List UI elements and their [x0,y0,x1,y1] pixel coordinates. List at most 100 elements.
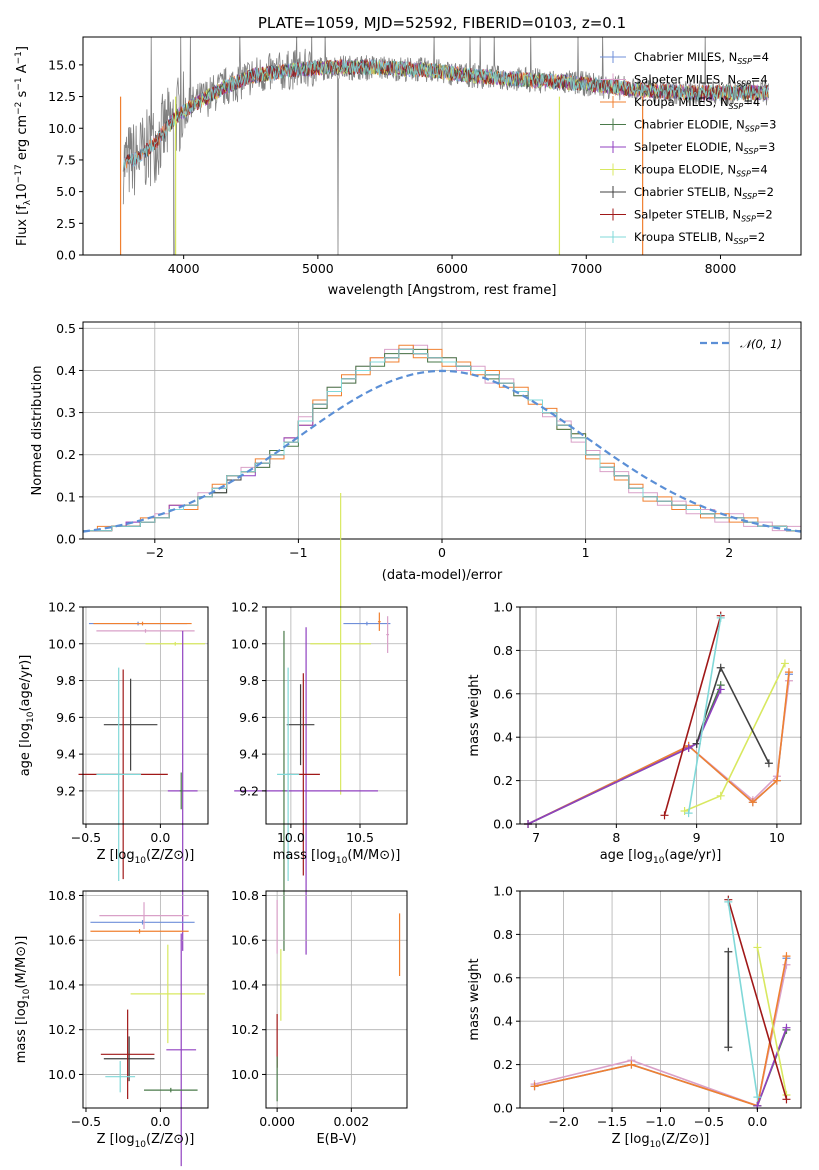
y-tick-label: 7.5 [56,152,76,167]
legend-entry: Salpeter ELODIE, NSSP=3 [634,140,775,156]
x-tick-label: −1.0 [645,1114,675,1129]
label-part: −1 [14,77,24,90]
legend-entry: 𝒩(0, 1) [740,337,782,351]
weight-series-line [687,617,722,814]
x-tick-label: 10.0 [277,830,305,845]
weight-series-line [527,689,722,825]
weight-marker [716,791,725,800]
label-part: mass [log [14,1000,29,1063]
y-tick-label: 9.2 [239,783,259,798]
weight-marker [764,759,773,768]
legend-text-part: Salpeter MILES, N [634,73,736,87]
y-axis-label: mass weight [467,674,482,756]
legend-text-part: =3 [758,140,775,154]
label-part: 10 [650,1140,662,1150]
y-tick-label: 10.4 [231,977,259,992]
x-tick-label: 10 [769,830,785,845]
y-tick-label: 10.2 [231,600,259,615]
label-part: (Z/Z⊙)] [146,848,194,863]
label-part: 10 [336,856,348,866]
y-tick-label: 12.5 [48,89,76,104]
y-tick-label: 10.6 [48,933,76,948]
legend-text-part: =4 [743,95,760,109]
y-tick-label: 0.0 [56,248,76,263]
x-tick-label: 7000 [570,261,602,276]
y-tick-label: 10.0 [231,1067,259,1082]
weight-marker [716,663,725,672]
weight-marker [684,744,693,753]
y-tick-label: 9.8 [239,673,259,688]
legend-text-part: SSP [741,215,756,224]
legend-text-part: =3 [760,118,777,132]
label-part: (age/yr)] [18,655,33,712]
label-part: age [log [18,723,33,776]
residuals-panel: −2 −1 0 1 2 0.0 0.1 0.2 0.3 0.4 0.5 (data-model)/er… [30,321,802,583]
label-part: age [log [600,848,653,863]
y-axis-label: Normed distribution [30,366,45,496]
legend-entry: Chabrier STELIB, NSSP=2 [634,185,774,201]
weight-marker [782,960,791,969]
x-tick-label: 7 [532,830,540,845]
y-tick-label: 0.8 [493,927,513,942]
label-part: 10 [653,856,665,866]
weight-marker [627,1060,636,1069]
x-axis-label: wavelength [Angstrom, rest frame] [328,283,557,298]
legend-text-part: Chabrier MILES, N [634,50,737,64]
legend-text-part: =4 [752,50,769,64]
x-tick-label: −1.5 [597,1114,627,1129]
y-tick-label: 10.4 [48,977,76,992]
legend-text-part: Salpeter ELODIE, N [634,140,744,154]
y-tick-label: 9.6 [56,710,76,725]
y-tick-label: 0.3 [56,405,76,420]
x-tick-label: 10.5 [346,830,374,845]
x-tick-label: 5000 [302,261,334,276]
x-tick-label: −2.0 [548,1114,578,1129]
y-tick-label: 1.0 [493,600,513,615]
normal-curve [82,369,802,533]
y-tick-label: 10.6 [231,933,259,948]
legend-text-part: SSP [736,170,751,179]
label-part: −1 [14,51,24,64]
y-tick-label: 0.6 [493,970,513,985]
x-tick-label: 8000 [705,261,737,276]
y-tick-label: 9.4 [239,747,259,762]
y-tick-label: 10.0 [48,1067,76,1082]
y-tick-label: 0.1 [56,489,76,504]
x-axis-label: age [log10(age/yr)] [600,848,722,866]
label-part: Flux [f [15,205,30,246]
y-tick-label: 0.2 [56,447,76,462]
weight-series-line [534,955,788,1107]
weight-marker [684,809,693,818]
legend-text-part: SSP [729,102,744,111]
legend-text-part: SSP [742,192,757,201]
x-tick-label: −0.5 [71,830,101,845]
legend-text-part: =2 [756,208,773,222]
x-tick-label: 1 [582,545,590,560]
legend-entry: Salpeter MILES, NSSP=4 [634,73,768,89]
weight-marker [782,1023,791,1032]
y-tick-label: 9.6 [239,710,259,725]
x-tick-label: 8 [612,830,620,845]
weight-series-line [756,947,788,1096]
weight-marker [784,668,793,677]
axes-frame [265,606,408,825]
weight-series-line [727,899,788,1100]
y-tick-label: 10.2 [231,1022,259,1037]
x-axis-label: Z [log10(Z/Z⊙)] [97,1132,195,1150]
axes-frame [82,36,802,256]
y-tick-label: 10.0 [48,121,76,136]
label-part: mass [log [273,848,336,863]
weight-marker [724,1043,733,1052]
weight-series-line [663,615,722,816]
age_vs_mass-panel: 10.0 10.5 9.2 9.4 9.6 9.8 10.0 10.2 mass [log10(… [231,492,408,955]
legend-text-part: SSP [745,125,760,134]
figure-title: PLATE=1059, MJD=52592, FIBERID=0103, z=0… [258,14,626,32]
mass_vs_Z-panel: −0.5 0.010.010.210.410.610.8Z [log10(Z/Z⊙… [14,888,209,1167]
x-axis-label: E(B-V) [316,1132,356,1147]
legend-entry: Kroupa MILES, NSSP=4 [634,95,760,111]
legend-entry: Kroupa STELIB, NSSP=2 [634,230,765,246]
legend-text-part: =2 [748,230,765,244]
y-tick-label: 0.0 [493,817,513,832]
